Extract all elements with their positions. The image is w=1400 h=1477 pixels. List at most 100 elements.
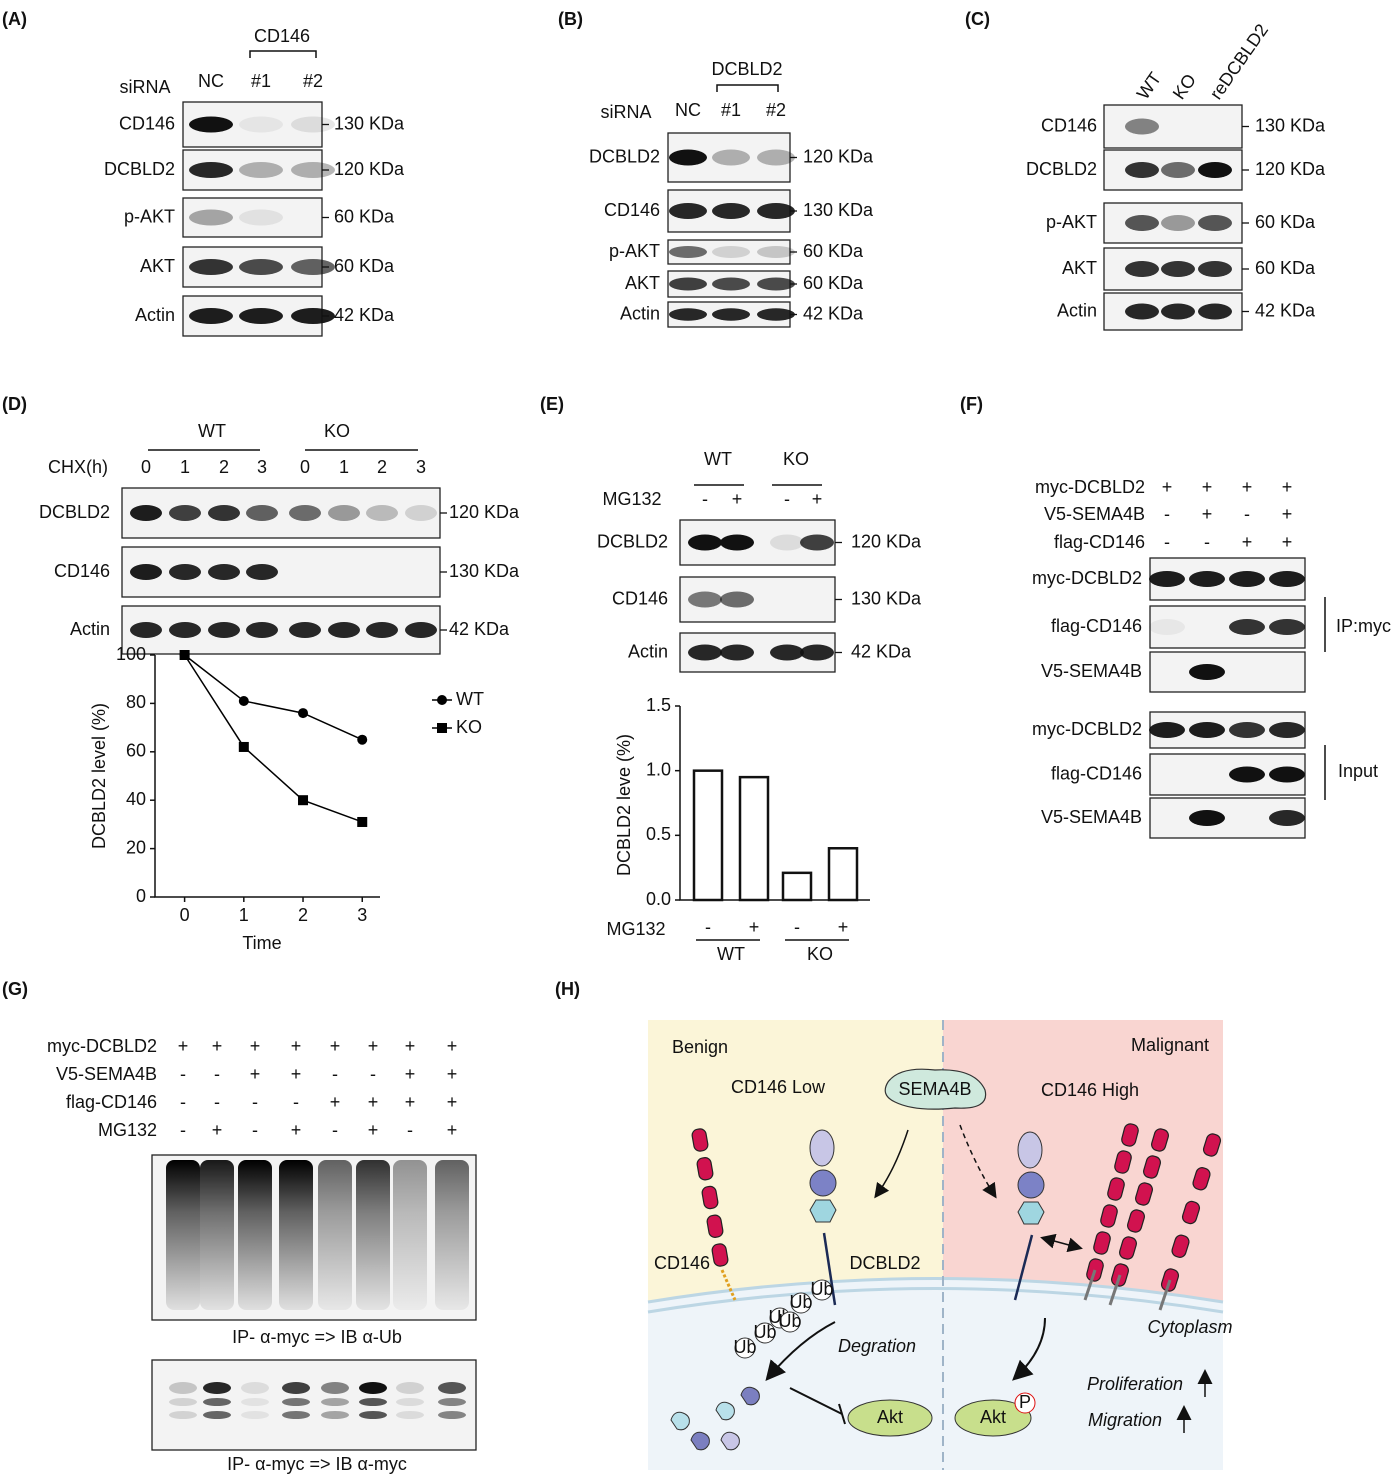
smear [435,1160,469,1310]
band [359,1382,387,1394]
cd146 [1171,1234,1190,1258]
band [189,308,233,324]
band [688,591,722,608]
band [1269,766,1305,783]
band [1125,118,1159,135]
blot-label: Actin [70,619,110,639]
cd146 [1119,1236,1137,1260]
band [1149,619,1185,635]
lane-label: 0 [300,457,310,477]
band [282,1411,310,1419]
group-label: KO [807,944,833,964]
band [757,308,795,321]
panel-label: (B) [558,9,583,29]
size-label: 42 KDa [1255,300,1316,320]
band [1198,215,1232,231]
cd146-tail [1108,1274,1122,1306]
bar [738,775,770,902]
smear [318,1160,352,1310]
band [241,1411,269,1419]
group-bracket [249,50,317,58]
phospho-label: P [1019,1392,1031,1412]
band [669,203,707,219]
sign: + [212,1120,223,1140]
band [241,1398,269,1406]
arrow [874,1129,909,1199]
series-line [184,654,363,741]
band [169,564,201,580]
lane-label: 1 [180,457,190,477]
lane-label: #1 [251,71,271,91]
blot-label: V5-SEMA4B [1041,807,1142,827]
band [169,1382,197,1394]
sign: + [1202,504,1213,524]
sign: - [332,1120,338,1140]
band [720,591,754,608]
cd146 [1107,1177,1125,1201]
size-label: 60 KDa [803,241,864,261]
blot-label: Actin [1057,300,1097,320]
sign: + [405,1064,416,1084]
size-label: 60 KDa [1255,258,1316,278]
row-label: siRNA [119,77,170,97]
band [1229,571,1265,587]
protein-label: Akt [877,1407,903,1427]
blot-label: flag-CD146 [1051,616,1142,636]
size-label: 120 KDa [1255,159,1326,179]
band [405,622,437,638]
band [203,1398,231,1406]
sign: + [330,1036,341,1056]
x-tick-label: 1 [239,905,249,925]
band [438,1398,466,1406]
ubiquitin [790,1292,812,1314]
lane-label: 2 [219,457,229,477]
blot-frame [151,1359,477,1451]
dcbld2 [1017,1171,1045,1199]
blot-frame [1149,651,1306,693]
protein-label: DCBLD2 [849,1253,920,1273]
blot-label: flag-CD146 [1051,763,1142,783]
sign: + [250,1036,261,1056]
marker [357,816,368,827]
band [1229,619,1265,635]
size-label: 60 KDa [803,273,864,293]
size-label: 42 KDa [851,641,912,661]
cd146 [1151,1128,1169,1152]
x-tick-label: + [838,917,849,937]
region-label: CD146 High [1041,1080,1139,1100]
blot-label: V5-SEMA4B [1041,661,1142,681]
band [130,564,162,580]
size-label: 60 KDa [334,206,395,226]
cd146-tail [1158,1279,1172,1311]
marker [238,695,249,706]
band [720,644,754,661]
sign: + [1162,477,1173,497]
panel-label: (C) [965,9,990,29]
band [1189,722,1225,738]
size-label: 42 KDa [803,303,864,323]
band [291,259,335,275]
blot-label: DCBLD2 [39,502,110,522]
band [289,622,321,638]
band [189,162,233,178]
sign: + [447,1064,458,1084]
band [1149,571,1185,587]
lane-label: + [732,489,743,509]
band [800,534,834,551]
band [321,1411,349,1419]
size-label: 42 KDa [449,619,510,639]
band [246,505,278,521]
sign: + [212,1036,223,1056]
marker [437,695,447,705]
lane-label: 2 [377,457,387,477]
band [239,116,283,133]
band [203,1411,231,1419]
treatment-label: myc-DCBLD2 [1035,477,1145,497]
band [720,534,754,551]
smear [279,1160,313,1310]
legend-label: WT [456,689,484,709]
y-tick-label: 0 [136,886,146,906]
band [366,505,398,521]
sign: + [368,1120,379,1140]
y-tick-label: 0.5 [646,824,671,844]
